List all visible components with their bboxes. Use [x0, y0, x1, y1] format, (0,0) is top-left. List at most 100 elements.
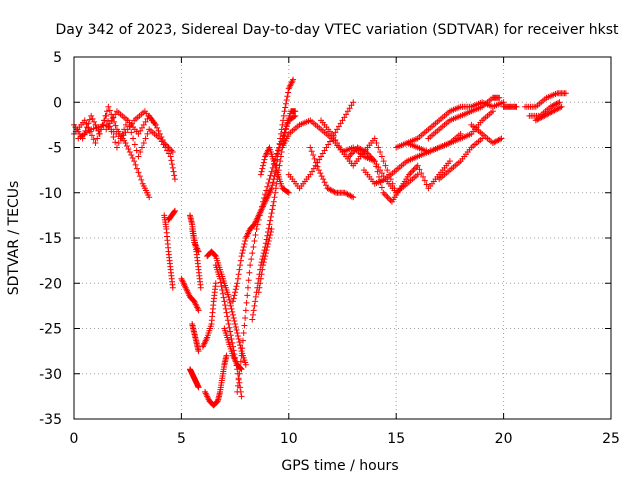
- data-point: [227, 328, 234, 335]
- data-point: [313, 159, 320, 166]
- data-point: [240, 330, 247, 337]
- data-point: [195, 307, 202, 314]
- data-point: [410, 167, 417, 174]
- data-point: [321, 179, 328, 186]
- series-pass-26: [345, 144, 453, 205]
- data-point: [129, 155, 136, 162]
- data-point: [275, 146, 282, 153]
- data-point: [144, 130, 151, 137]
- data-point: [232, 286, 239, 293]
- data-point: [239, 345, 246, 352]
- data-point: [236, 370, 243, 377]
- data-point: [350, 99, 357, 106]
- data-point: [277, 130, 284, 137]
- data-point: [235, 376, 242, 383]
- data-point: [310, 152, 317, 159]
- data-point: [171, 172, 178, 179]
- y-tick-label: 0: [53, 95, 62, 111]
- data-point: [237, 262, 244, 269]
- data-point: [496, 94, 503, 101]
- data-point: [236, 266, 243, 273]
- data-point: [335, 142, 342, 149]
- data-point: [381, 191, 388, 198]
- data-point: [223, 352, 230, 359]
- data-point: [102, 112, 109, 119]
- data-point: [334, 139, 341, 146]
- data-point: [371, 135, 378, 142]
- data-point: [260, 259, 267, 266]
- data-point: [233, 327, 240, 334]
- data-point: [246, 269, 253, 276]
- data-point: [290, 76, 297, 83]
- data-point: [253, 225, 260, 232]
- data-point: [228, 336, 235, 343]
- y-tick-label: 5: [53, 50, 62, 66]
- data-point: [83, 124, 90, 131]
- data-point: [337, 120, 344, 127]
- data-point: [498, 135, 505, 142]
- data-point: [260, 162, 267, 169]
- data-point: [133, 147, 140, 154]
- data-point: [272, 185, 279, 192]
- data-point: [219, 287, 226, 294]
- x-tick-label: 0: [70, 431, 79, 447]
- data-point: [307, 171, 314, 178]
- data-point: [282, 125, 289, 132]
- data-point: [277, 153, 284, 160]
- data-point: [122, 121, 129, 128]
- data-point: [237, 358, 244, 365]
- data-point: [120, 132, 127, 139]
- data-point: [265, 179, 272, 186]
- data-point: [318, 153, 325, 160]
- data-point: [112, 139, 119, 146]
- data-point: [168, 157, 175, 164]
- data-point: [266, 221, 273, 228]
- data-point: [292, 108, 299, 115]
- series-pass-4: [103, 108, 159, 137]
- data-point: [408, 168, 415, 175]
- data-point: [307, 144, 314, 151]
- series-pass-33: [522, 90, 569, 110]
- data-point: [146, 194, 153, 201]
- data-point: [373, 163, 380, 170]
- data-point: [229, 298, 236, 305]
- data-point: [250, 307, 257, 314]
- data-point: [88, 132, 95, 139]
- data-point: [350, 194, 357, 201]
- data-point: [89, 115, 96, 122]
- data-point: [251, 238, 258, 245]
- data-point: [513, 103, 520, 110]
- data-point: [386, 195, 393, 202]
- data-point: [280, 117, 287, 124]
- data-point: [311, 155, 318, 162]
- data-point: [131, 141, 138, 148]
- data-point: [239, 250, 246, 257]
- data-point: [81, 117, 88, 124]
- data-point: [343, 111, 350, 118]
- data-point: [378, 170, 385, 177]
- data-point: [260, 159, 267, 166]
- data-point: [255, 289, 262, 296]
- data-point: [195, 348, 202, 355]
- data-point: [263, 247, 270, 254]
- data-point: [171, 207, 178, 214]
- data-point: [139, 124, 146, 131]
- data-point: [131, 158, 138, 165]
- data-point: [156, 130, 163, 137]
- data-point: [562, 90, 569, 97]
- data-point: [346, 105, 353, 112]
- data-point: [341, 114, 348, 121]
- y-tick-label: -25: [39, 322, 62, 338]
- series-pass-35: [532, 103, 565, 124]
- data-point: [328, 130, 335, 137]
- data-point: [235, 271, 242, 278]
- data-point: [235, 336, 242, 343]
- data-point: [411, 165, 418, 172]
- series-pass-12: [202, 352, 230, 409]
- series-pass-24: [307, 144, 357, 201]
- data-point: [94, 135, 101, 142]
- data-point: [170, 168, 177, 175]
- data-point: [314, 163, 321, 170]
- data-point: [238, 352, 245, 359]
- data-point: [489, 108, 496, 115]
